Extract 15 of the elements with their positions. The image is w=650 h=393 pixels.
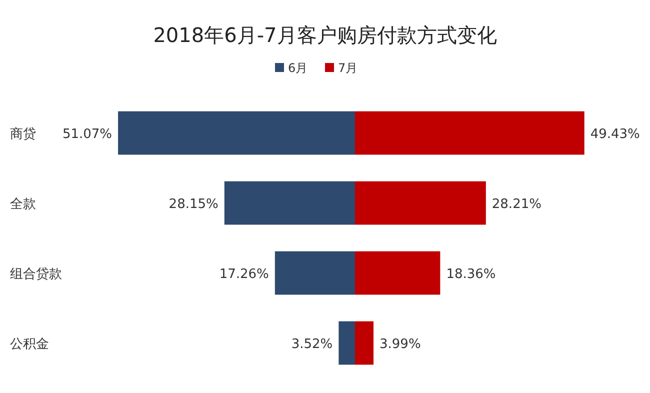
data-label: 3.52% bbox=[291, 337, 333, 352]
data-label: 18.36% bbox=[446, 267, 496, 282]
legend-label: 7月 bbox=[338, 61, 358, 75]
chart-title: 2018年6月-7月客户购房付款方式变化 bbox=[153, 23, 497, 47]
data-label: 28.21% bbox=[492, 197, 542, 212]
y-tick-label: 全款 bbox=[10, 197, 36, 212]
y-tick-label: 组合贷款 bbox=[10, 267, 62, 282]
data-label: 17.26% bbox=[219, 267, 269, 282]
data-label: 51.07% bbox=[62, 127, 112, 142]
legend-label: 6月 bbox=[288, 61, 308, 75]
y-tick-label: 商贷 bbox=[10, 127, 36, 142]
data-label: 28.15% bbox=[168, 197, 218, 212]
data-label: 49.43% bbox=[590, 127, 640, 142]
data-label: 3.99% bbox=[380, 337, 421, 352]
y-tick-label: 公积金 bbox=[10, 337, 49, 352]
